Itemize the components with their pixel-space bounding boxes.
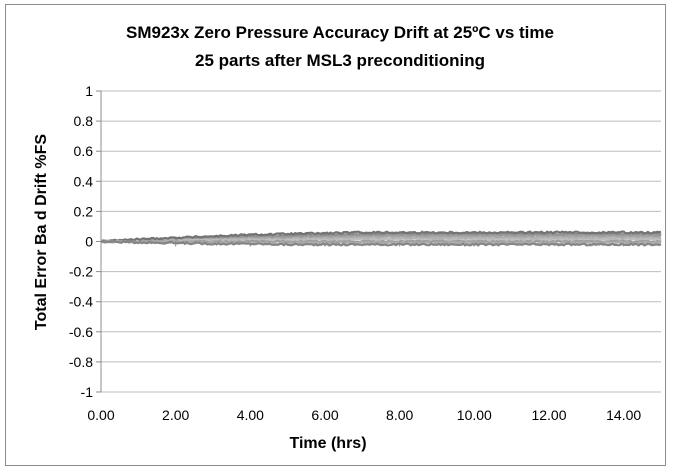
y-axis-label: Total Error Ba d Drift %FS — [33, 134, 50, 330]
x-tick-labels: 0.00 2.00 4.00 6.00 8.00 10.00 12.00 14.00 — [87, 407, 641, 423]
chart-title: SM923x Zero Pressure Accuracy Drift at 2… — [126, 23, 554, 42]
x-tick-label: 10.00 — [457, 407, 492, 423]
y-tick-label: -0.4 — [69, 294, 93, 310]
y-tick-label: -0.8 — [69, 354, 93, 370]
y-tick-label: 0.8 — [74, 113, 94, 129]
y-tick-label: 0.2 — [74, 203, 94, 219]
series-line — [100, 237, 662, 244]
data-series — [100, 230, 662, 247]
y-tick-labels: 1 0.8 0.6 0.4 0.2 0 -0.2 -0.4 -0.6 -0.8 -1 — [69, 83, 93, 400]
x-tick-label: 8.00 — [386, 407, 413, 423]
series-line — [100, 233, 662, 244]
chart-subtitle: 25 parts after MSL3 preconditioning — [195, 51, 485, 70]
series-line — [100, 239, 662, 247]
y-tick-label: 1 — [85, 83, 93, 99]
series-line — [100, 230, 662, 244]
y-tick-label: -0.6 — [69, 324, 93, 340]
y-tick-label: 0.4 — [74, 173, 94, 189]
y-tick-label: 0.6 — [74, 143, 94, 159]
y-tick-label: -0.2 — [69, 264, 93, 280]
y-tick-label: 0 — [85, 234, 93, 250]
x-axis-label: Time (hrs) — [289, 435, 366, 452]
x-tick-label: 14.00 — [606, 407, 641, 423]
x-tick-label: 0.00 — [87, 407, 114, 423]
chart-svg: SM923x Zero Pressure Accuracy Drift at 2… — [33, 23, 662, 452]
y-tick-label: -1 — [81, 384, 94, 400]
x-tick-label: 2.00 — [162, 407, 189, 423]
x-tick-label: 4.00 — [237, 407, 264, 423]
x-tick-label: 12.00 — [531, 407, 566, 423]
chart-frame: SM923x Zero Pressure Accuracy Drift at 2… — [5, 4, 666, 466]
x-tick-label: 6.00 — [311, 407, 338, 423]
